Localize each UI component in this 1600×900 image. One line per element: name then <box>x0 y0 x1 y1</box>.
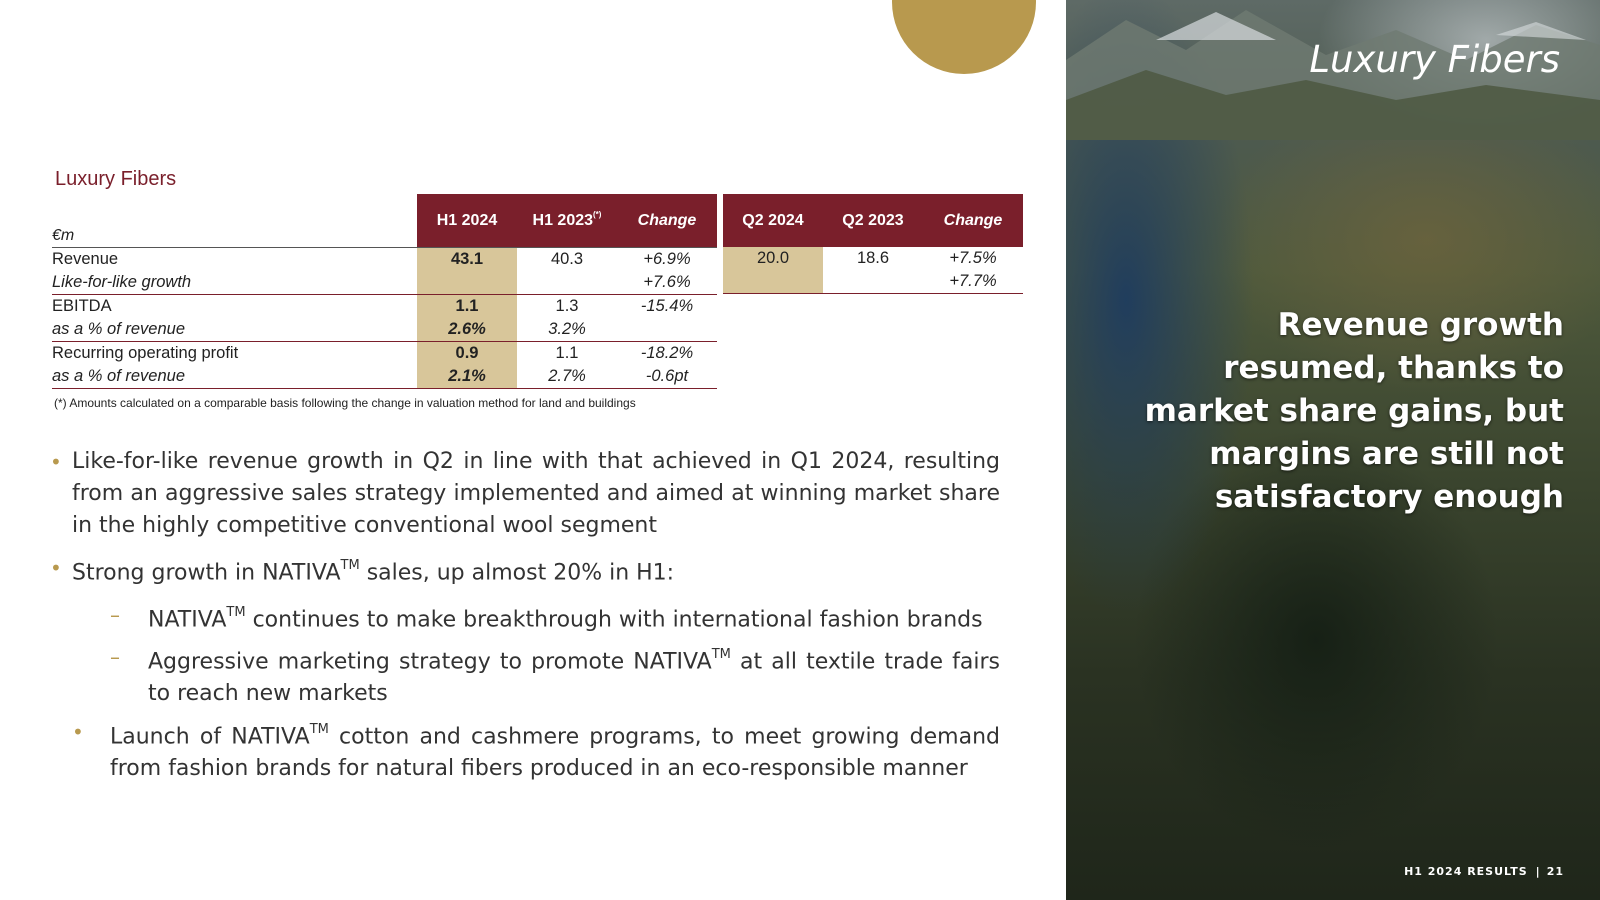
bullet-icon: • <box>72 719 84 744</box>
col-change: Change <box>617 194 717 248</box>
unit-label: €m <box>52 194 417 248</box>
table-row: +7.7% <box>723 270 1023 294</box>
bullet-icon: • <box>50 450 62 474</box>
table-row: Recurring operating profit 0.9 1.1 -18.2… <box>52 341 717 365</box>
q2-results-table: Q2 2024 Q2 2023 Change 20.0 18.6 +7.5% +… <box>723 194 1023 294</box>
list-item: • Strong growth in NATIVATM sales, up al… <box>50 552 1000 589</box>
dash-icon: – <box>110 603 120 628</box>
bullet-list: • Like-for-like revenue growth in Q2 in … <box>50 446 1000 795</box>
page-number: 21 <box>1546 865 1564 878</box>
bullet-icon: • <box>50 556 62 580</box>
list-item: – NATIVATM continues to make breakthroug… <box>52 599 1000 636</box>
dash-icon: – <box>110 644 120 669</box>
h1-results-table: €m H1 2024 H1 2023(*) Change Revenue 43.… <box>52 194 717 389</box>
list-item: • Like-for-like revenue growth in Q2 in … <box>50 446 1000 542</box>
table-row: 20.0 18.6 +7.5% <box>723 247 1023 270</box>
table-row: as a % of revenue 2.1% 2.7% -0.6pt <box>52 365 717 389</box>
table-row: Revenue 43.1 40.3 +6.9% <box>52 247 717 271</box>
col-h1-2024: H1 2024 <box>417 194 517 248</box>
col-h1-2023: H1 2023(*) <box>517 194 617 248</box>
landscape-photo-panel: Luxury Fibers Revenue growth resumed, th… <box>1066 0 1600 900</box>
col-q2-change: Change <box>923 194 1023 247</box>
col-q2-2024: Q2 2024 <box>723 194 823 247</box>
decorative-gold-circle <box>892 0 1036 74</box>
list-item: • Launch of NATIVATM cotton and cashmere… <box>52 716 1000 785</box>
list-item: – Aggressive marketing strategy to promo… <box>52 641 1000 710</box>
footer-label: H1 2024 RESULTS <box>1404 865 1528 878</box>
table-row: as a % of revenue 2.6% 3.2% <box>52 318 717 342</box>
table-row: Like-for-like growth +7.6% <box>52 271 717 295</box>
footer: H1 2024 RESULTS | 21 <box>1404 865 1564 878</box>
mountain-backdrop <box>1066 10 1600 140</box>
table-row: EBITDA 1.1 1.3 -15.4% <box>52 294 717 318</box>
headline: Revenue growth resumed, thanks to market… <box>1144 307 1564 515</box>
section-title: Luxury Fibers <box>55 168 177 190</box>
panel-title: Luxury Fibers <box>1309 38 1560 81</box>
content-area: Luxury Fibers €m H1 2024 H1 2023(*) Chan… <box>50 0 1036 795</box>
col-q2-2023: Q2 2023 <box>823 194 923 247</box>
table-footnote: (*) Amounts calculated on a comparable b… <box>54 396 636 410</box>
